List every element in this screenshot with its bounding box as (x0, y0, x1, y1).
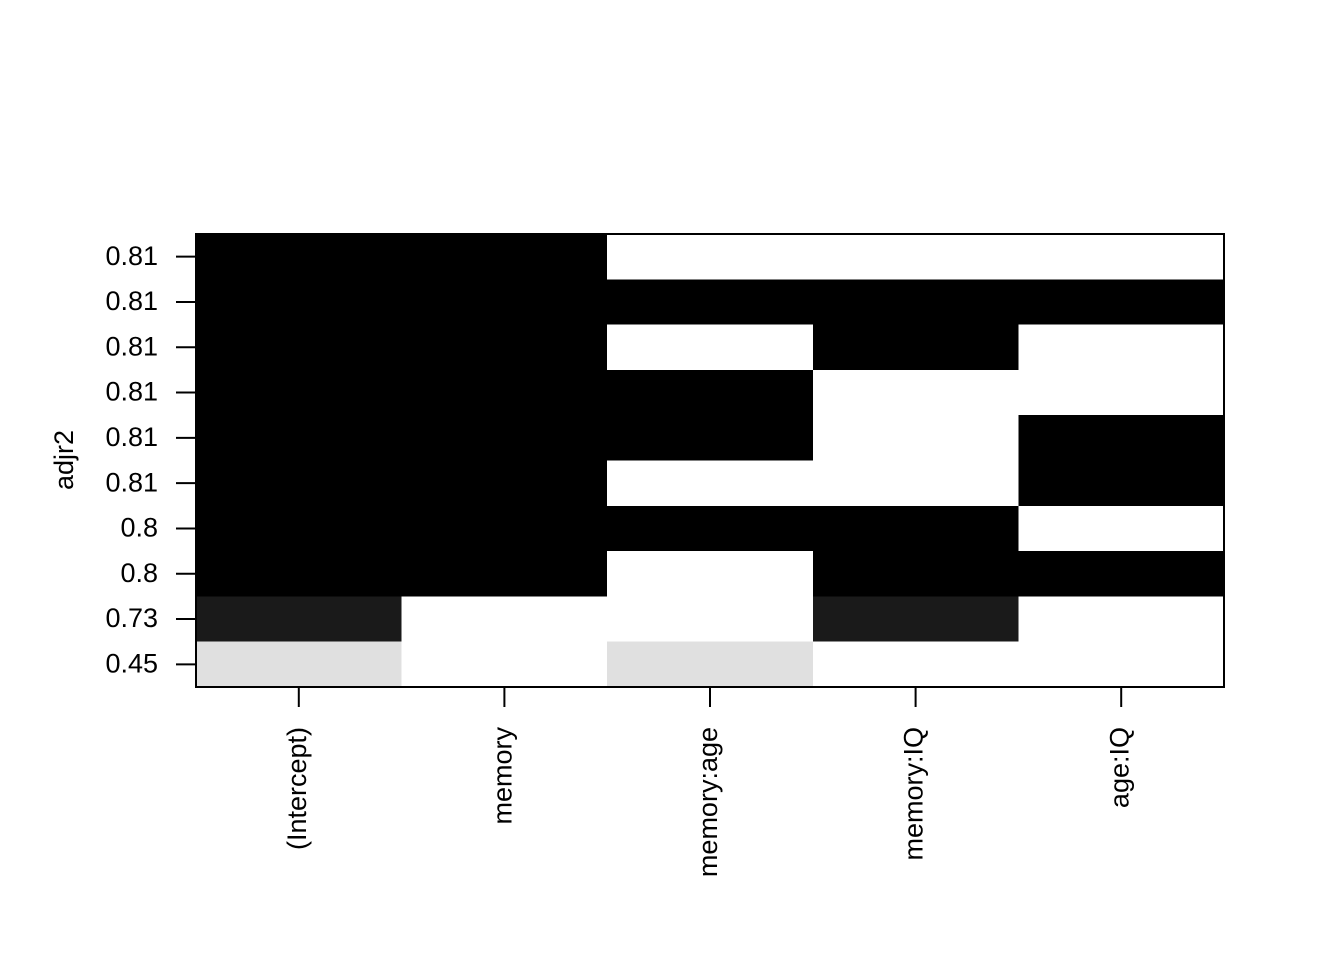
plot-frame (195, 233, 1225, 688)
cell (196, 460, 403, 507)
cell (401, 234, 608, 280)
cell (812, 596, 1019, 643)
y-tick-label: 0.81 (105, 241, 158, 271)
cell (1018, 460, 1225, 507)
cell (196, 234, 403, 280)
cell (1018, 551, 1225, 597)
cell (607, 324, 814, 371)
cell (812, 641, 1019, 688)
cell (812, 369, 1019, 416)
cell (196, 324, 403, 371)
cell (196, 279, 403, 326)
y-tick-label: 0.45 (105, 648, 158, 678)
x-tick-label: memory:IQ (899, 727, 929, 861)
cell (607, 415, 814, 461)
y-tick-label: 0.81 (105, 286, 158, 316)
y-tick-label: 0.8 (120, 558, 158, 588)
cell (812, 279, 1019, 326)
cell (812, 234, 1019, 280)
cell (196, 369, 403, 416)
cell (401, 460, 608, 507)
cell (401, 505, 608, 552)
cell (1018, 324, 1225, 371)
x-tick-label: (Intercept) (282, 727, 312, 850)
y-tick-label: 0.81 (105, 422, 158, 452)
x-tick-label: age:IQ (1104, 727, 1134, 808)
cell (607, 460, 814, 507)
cell (607, 505, 814, 552)
cell (196, 641, 403, 688)
cell (1018, 415, 1225, 461)
cell (196, 505, 403, 552)
cell (607, 369, 814, 416)
cell (401, 551, 608, 597)
cell (401, 369, 608, 416)
cell (812, 551, 1019, 597)
y-tick-label: 0.81 (105, 331, 158, 361)
cell (812, 324, 1019, 371)
cell (1018, 234, 1225, 280)
cell (1018, 279, 1225, 326)
cell (812, 415, 1019, 461)
cell (607, 279, 814, 326)
cell (1018, 505, 1225, 552)
cell (196, 551, 403, 597)
cell (607, 551, 814, 597)
cell (607, 596, 814, 643)
y-tick-label: 0.8 (120, 513, 158, 543)
cell (401, 279, 608, 326)
y-tick-label: 0.81 (105, 467, 158, 497)
cell (607, 234, 814, 280)
y-tick-label: 0.73 (105, 603, 158, 633)
cell (196, 415, 403, 461)
cell (1018, 596, 1225, 643)
y-axis-label: adjr2 (49, 430, 79, 490)
y-tick-label: 0.81 (105, 377, 158, 407)
cell (812, 460, 1019, 507)
x-tick-label: memory:age (693, 727, 723, 877)
cell (401, 324, 608, 371)
cell (401, 641, 608, 688)
cell (401, 415, 608, 461)
cell (401, 596, 608, 643)
cell (812, 505, 1019, 552)
cell (1018, 369, 1225, 416)
x-tick-label: memory (488, 727, 518, 825)
cell (607, 641, 814, 688)
cell (1018, 641, 1225, 688)
cell (196, 596, 403, 643)
